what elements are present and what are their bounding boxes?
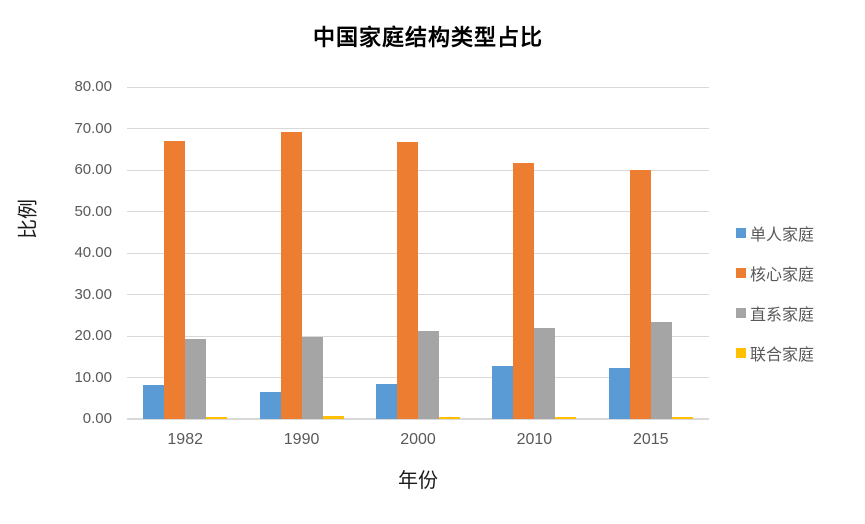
y-tick-label: 50.00: [74, 202, 112, 220]
legend-swatch-icon: [736, 228, 746, 238]
bar-单人家庭-1990: [259, 392, 281, 419]
gridline: [127, 211, 709, 212]
bar-直系家庭-1990: [301, 336, 323, 419]
legend-item-直系家庭: 直系家庭: [736, 302, 814, 324]
bar-核心家庭-2015: [629, 169, 651, 419]
x-tick-label: 2010: [516, 431, 553, 448]
gridline: [127, 128, 709, 129]
legend-label: 直系家庭: [750, 307, 815, 324]
y-tick-label: 40.00: [74, 244, 112, 261]
bar-核心家庭-2000: [397, 141, 418, 419]
y-axis-title: 比例: [17, 199, 40, 239]
gridline: [127, 252, 709, 254]
gridline: [127, 294, 709, 295]
y-tick-label: 10.00: [74, 368, 112, 386]
x-tick-label: 2000: [400, 431, 436, 448]
chart-title: 中国家庭结构类型占比: [312, 25, 543, 50]
x-tick-label: 2015: [632, 431, 669, 448]
legend-swatch-icon: [736, 308, 746, 318]
y-tick-label: 0.00: [82, 410, 112, 427]
legend-label: 核心家庭: [750, 267, 815, 284]
x-tick-label: 1990: [283, 431, 320, 448]
y-tick-label: 30.00: [74, 285, 112, 303]
legend-item-联合家庭: 联合家庭: [736, 342, 814, 364]
bar-联合家庭-2000: [439, 417, 460, 419]
bar-核心家庭-1990: [280, 132, 302, 419]
bar-直系家庭-2000: [418, 331, 439, 419]
legend-label: 单人家庭: [750, 227, 815, 244]
legend-item-核心家庭: 核心家庭: [736, 262, 814, 284]
y-tick-label: 80.00: [74, 78, 112, 95]
legend-label: 联合家庭: [750, 347, 815, 364]
bar-直系家庭-1982: [185, 338, 207, 419]
bar-单人家庭-2010: [492, 366, 514, 419]
legend: 单人家庭核心家庭直系家庭联合家庭: [736, 222, 814, 382]
plot-area: [127, 86, 709, 420]
bar-直系家庭-2010: [534, 328, 556, 419]
bar-直系家庭-2015: [650, 321, 672, 419]
y-tick-label: 60.00: [74, 161, 112, 178]
x-tick-label: 1982: [167, 431, 203, 448]
legend-swatch-icon: [736, 348, 746, 358]
bar-联合家庭-2015: [671, 417, 693, 419]
y-tick-label: 70.00: [74, 119, 112, 137]
bar-单人家庭-2015: [608, 367, 630, 419]
bar-单人家庭-1982: [143, 385, 165, 419]
gridline: [127, 169, 709, 171]
legend-swatch-icon: [736, 268, 746, 278]
x-axis-title: 年份: [398, 470, 438, 492]
bar-联合家庭-1990: [322, 416, 344, 419]
gridline: [127, 86, 709, 88]
y-tick-label: 20.00: [74, 327, 112, 344]
bar-联合家庭-1982: [206, 417, 228, 419]
bar-核心家庭-1982: [164, 141, 186, 419]
legend-item-单人家庭: 单人家庭: [736, 222, 814, 244]
bar-核心家庭-2010: [513, 163, 535, 419]
bar-单人家庭-2000: [376, 383, 397, 419]
bar-联合家庭-2010: [555, 416, 577, 419]
x-axis-line: [127, 418, 709, 420]
